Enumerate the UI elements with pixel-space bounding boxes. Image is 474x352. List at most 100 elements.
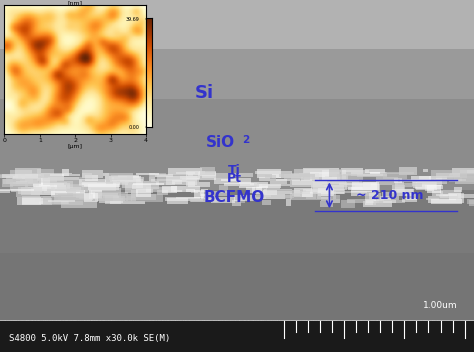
FancyBboxPatch shape: [256, 186, 267, 194]
FancyBboxPatch shape: [73, 193, 85, 197]
FancyBboxPatch shape: [113, 196, 125, 201]
FancyBboxPatch shape: [200, 171, 205, 174]
FancyBboxPatch shape: [343, 174, 357, 176]
FancyBboxPatch shape: [321, 197, 331, 201]
FancyBboxPatch shape: [22, 197, 53, 205]
FancyBboxPatch shape: [291, 172, 310, 180]
FancyBboxPatch shape: [303, 168, 339, 177]
FancyBboxPatch shape: [394, 178, 402, 183]
FancyBboxPatch shape: [285, 195, 293, 198]
FancyBboxPatch shape: [136, 173, 159, 175]
FancyBboxPatch shape: [202, 172, 234, 178]
FancyBboxPatch shape: [413, 182, 436, 188]
FancyBboxPatch shape: [347, 199, 382, 203]
FancyBboxPatch shape: [105, 176, 141, 182]
FancyBboxPatch shape: [125, 189, 153, 193]
FancyBboxPatch shape: [3, 179, 33, 184]
FancyBboxPatch shape: [427, 186, 441, 193]
FancyBboxPatch shape: [0, 321, 474, 352]
FancyBboxPatch shape: [257, 184, 282, 188]
FancyBboxPatch shape: [344, 178, 358, 187]
FancyBboxPatch shape: [328, 199, 340, 203]
FancyBboxPatch shape: [149, 173, 155, 177]
FancyBboxPatch shape: [155, 174, 173, 177]
FancyBboxPatch shape: [214, 178, 251, 184]
FancyBboxPatch shape: [157, 175, 187, 181]
FancyBboxPatch shape: [95, 192, 128, 201]
FancyBboxPatch shape: [136, 179, 143, 188]
FancyBboxPatch shape: [286, 199, 292, 206]
FancyBboxPatch shape: [436, 176, 447, 179]
FancyBboxPatch shape: [357, 174, 387, 177]
FancyBboxPatch shape: [221, 179, 236, 181]
FancyBboxPatch shape: [310, 172, 339, 181]
FancyBboxPatch shape: [255, 171, 292, 174]
FancyBboxPatch shape: [25, 182, 41, 188]
FancyBboxPatch shape: [0, 99, 474, 190]
FancyBboxPatch shape: [13, 176, 40, 180]
FancyBboxPatch shape: [44, 177, 56, 185]
FancyBboxPatch shape: [246, 187, 255, 193]
FancyBboxPatch shape: [259, 177, 270, 181]
FancyBboxPatch shape: [58, 194, 93, 200]
FancyBboxPatch shape: [432, 191, 443, 196]
FancyBboxPatch shape: [379, 200, 404, 203]
FancyBboxPatch shape: [105, 173, 133, 181]
FancyBboxPatch shape: [11, 189, 42, 192]
FancyBboxPatch shape: [52, 201, 83, 205]
FancyBboxPatch shape: [10, 170, 32, 176]
FancyBboxPatch shape: [186, 189, 195, 192]
FancyBboxPatch shape: [21, 188, 55, 195]
FancyBboxPatch shape: [397, 189, 413, 192]
FancyBboxPatch shape: [41, 178, 50, 186]
FancyBboxPatch shape: [36, 183, 64, 188]
FancyBboxPatch shape: [54, 184, 89, 192]
FancyBboxPatch shape: [200, 190, 230, 196]
FancyBboxPatch shape: [200, 167, 215, 175]
FancyBboxPatch shape: [9, 182, 28, 190]
FancyBboxPatch shape: [395, 182, 404, 189]
FancyBboxPatch shape: [9, 182, 43, 186]
FancyBboxPatch shape: [256, 197, 266, 199]
FancyBboxPatch shape: [311, 186, 324, 192]
FancyBboxPatch shape: [290, 194, 321, 200]
FancyBboxPatch shape: [44, 189, 65, 193]
FancyBboxPatch shape: [370, 172, 380, 174]
FancyBboxPatch shape: [62, 169, 69, 176]
FancyBboxPatch shape: [313, 182, 347, 190]
FancyBboxPatch shape: [266, 185, 280, 189]
FancyBboxPatch shape: [166, 176, 197, 184]
FancyBboxPatch shape: [162, 186, 177, 193]
FancyBboxPatch shape: [80, 178, 106, 186]
FancyBboxPatch shape: [418, 180, 447, 184]
FancyBboxPatch shape: [12, 175, 27, 178]
FancyBboxPatch shape: [0, 190, 474, 253]
FancyBboxPatch shape: [133, 183, 164, 184]
FancyBboxPatch shape: [276, 179, 300, 181]
FancyBboxPatch shape: [355, 183, 371, 187]
FancyBboxPatch shape: [387, 172, 414, 174]
FancyBboxPatch shape: [109, 176, 128, 180]
FancyBboxPatch shape: [452, 168, 474, 174]
FancyBboxPatch shape: [84, 193, 98, 202]
FancyBboxPatch shape: [151, 179, 186, 182]
FancyBboxPatch shape: [172, 180, 182, 184]
FancyBboxPatch shape: [376, 177, 398, 185]
FancyBboxPatch shape: [419, 176, 442, 181]
FancyBboxPatch shape: [131, 193, 136, 201]
FancyBboxPatch shape: [55, 196, 92, 201]
FancyBboxPatch shape: [50, 174, 80, 176]
FancyBboxPatch shape: [51, 191, 80, 197]
FancyBboxPatch shape: [415, 185, 443, 189]
Text: 1.00um: 1.00um: [423, 301, 457, 310]
FancyBboxPatch shape: [454, 177, 462, 181]
FancyBboxPatch shape: [131, 190, 138, 196]
FancyBboxPatch shape: [453, 174, 474, 179]
FancyBboxPatch shape: [400, 167, 417, 175]
FancyBboxPatch shape: [119, 178, 125, 184]
FancyBboxPatch shape: [41, 172, 72, 174]
FancyBboxPatch shape: [383, 173, 407, 179]
FancyBboxPatch shape: [411, 181, 442, 187]
FancyBboxPatch shape: [20, 180, 38, 183]
FancyBboxPatch shape: [6, 176, 41, 184]
